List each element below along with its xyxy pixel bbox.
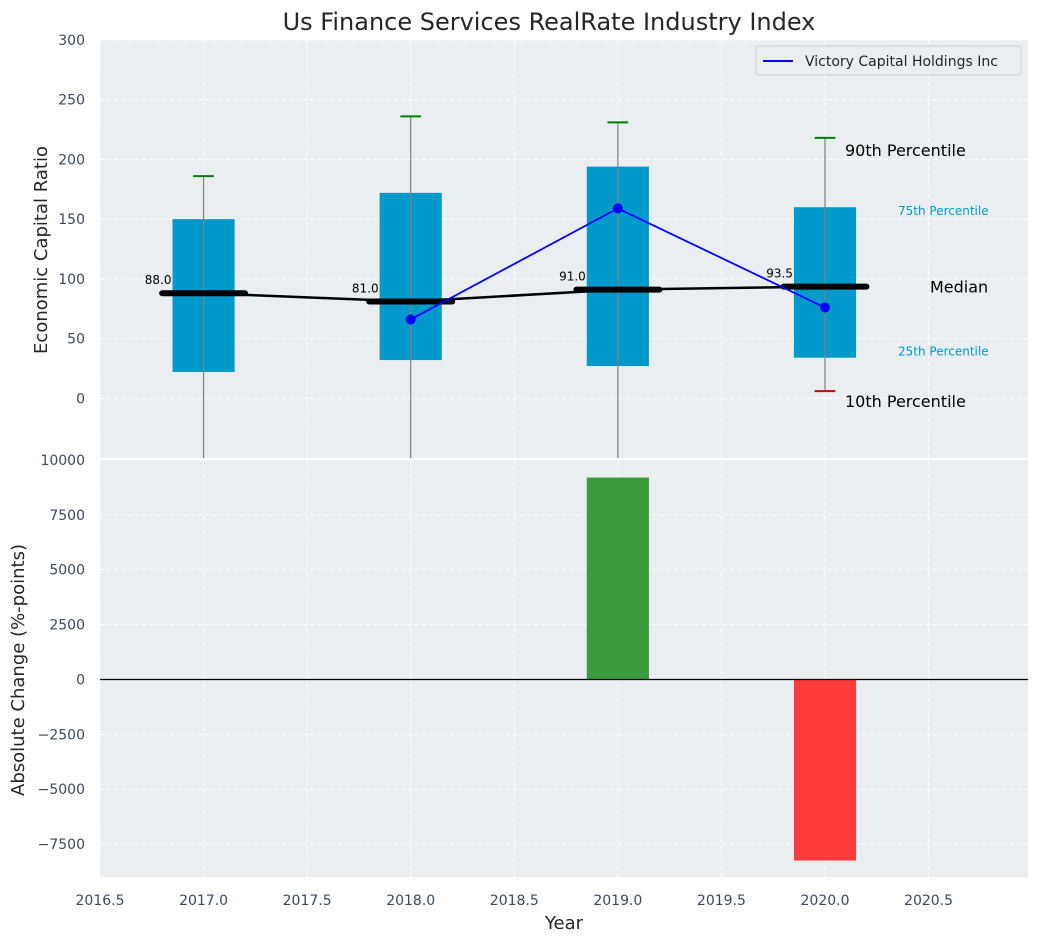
bottom-y-tick-label: 0 [76,672,85,688]
annotation-p10: 10th Percentile [845,392,966,411]
bottom-y-ticks: −7500 −5000 −2500 0 2500 5000 7500 10000 [38,453,85,853]
top-y-tick-label: 300 [58,33,85,49]
percentile-boxes: 88.0 81.0 91.0 93.5 [145,115,870,458]
median-value-label: 88.0 [145,273,172,287]
annotation-median: Median [930,278,988,297]
bottom-plot-area [100,460,1028,877]
x-axis-label: Year [544,913,584,934]
change-bars [100,477,1028,861]
series-point [820,302,830,313]
top-y-ticks: 0 50 100 150 200 250 300 [58,33,85,407]
x-tick-label: 2019.5 [697,893,746,909]
x-tick-label: 2018.5 [490,893,539,909]
top-y-tick-label: 0 [76,391,85,407]
bottom-y-tick-label: −5000 [38,782,85,798]
top-y-tick-label: 100 [58,272,85,288]
median-value-label: 93.5 [766,267,793,281]
x-tick-label: 2017.5 [283,893,332,909]
top-y-tick-label: 50 [67,332,85,348]
x-tick-label: 2019.0 [593,893,642,909]
annotation-p90: 90th Percentile [845,141,966,160]
x-ticks: 2016.5 2017.0 2017.5 2018.0 2018.5 2019.0 2019… [76,893,954,909]
top-y-tick-label: 200 [58,152,85,168]
legend-box [755,45,1022,76]
x-tick-label: 2016.5 [76,893,125,909]
series-point [612,203,623,214]
x-tick-label: 2020.5 [904,893,953,909]
median-value-label: 91.0 [559,270,586,284]
median-value-label: 81.0 [352,282,379,296]
annotation-p25: 25th Percentile [898,345,989,359]
top-y-tick-label: 150 [58,212,85,228]
legend: Victory Capital Holdings Inc [755,45,1022,76]
bottom-y-tick-label: 10000 [40,453,85,469]
top-gridlines [99,39,1028,458]
top-panel: 0 50 100 150 200 250 300 88.0 81.0 91.0 93.5 90th… [31,33,1028,458]
top-plot-area [100,40,1028,458]
change-bar [793,679,857,861]
change-bar [586,477,649,680]
bottom-panel: −7500 −5000 −2500 0 2500 5000 7500 10000 2016.5… [8,453,1028,934]
x-tick-label: 2017.0 [179,893,228,909]
legend-entry: Victory Capital Holdings Inc [805,54,998,70]
bottom-y-tick-label: −7500 [38,837,85,853]
annotation-p75: 75th Percentile [898,204,989,218]
company-series [405,203,830,325]
bottom-y-axis-label: Absolute Change (%-points) [8,544,29,796]
x-tick-label: 2018.0 [386,893,435,909]
bottom-y-tick-label: 5000 [49,563,85,579]
bottom-y-tick-label: 2500 [49,618,85,634]
bottom-y-tick-label: 7500 [49,508,85,524]
top-y-tick-label: 250 [58,93,85,109]
chart-title: Us Finance Services RealRate Industry In… [283,8,816,36]
top-y-axis-label: Economic Capital Ratio [31,146,52,354]
x-tick-label: 2020.0 [801,893,850,909]
median-line [203,285,826,303]
percentile-annotations: 90th Percentile 75th Percentile Median 25th… [845,141,989,411]
series-point [405,314,416,325]
bottom-y-tick-label: −2500 [38,727,85,743]
median-trend-line [203,285,826,303]
